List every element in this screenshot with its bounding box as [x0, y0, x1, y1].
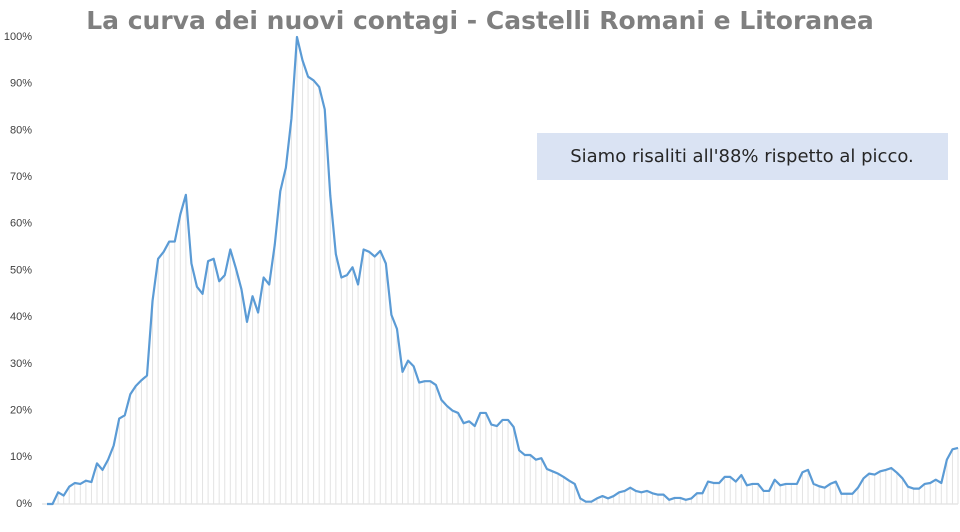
y-tick-label: 60%	[10, 218, 32, 230]
y-tick-label: 90%	[10, 78, 32, 90]
data-line	[47, 35, 959, 506]
y-tick-label: 50%	[10, 264, 32, 276]
y-tick-label: 30%	[10, 358, 32, 370]
chart-title: La curva dei nuovi contagi - Castelli Ro…	[86, 6, 874, 35]
y-tick-label: 40%	[10, 311, 32, 323]
annotation-box	[537, 133, 948, 180]
y-tick-label: 10%	[10, 451, 32, 463]
y-tick-label: 0%	[16, 498, 32, 510]
y-tick-label: 20%	[10, 405, 32, 417]
y-tick-label: 70%	[10, 171, 32, 183]
y-tick-label: 80%	[10, 124, 32, 136]
annotation: Siamo risaliti all'88% rispetto al picco…	[570, 146, 914, 167]
y-tick-label: 100%	[4, 31, 32, 43]
